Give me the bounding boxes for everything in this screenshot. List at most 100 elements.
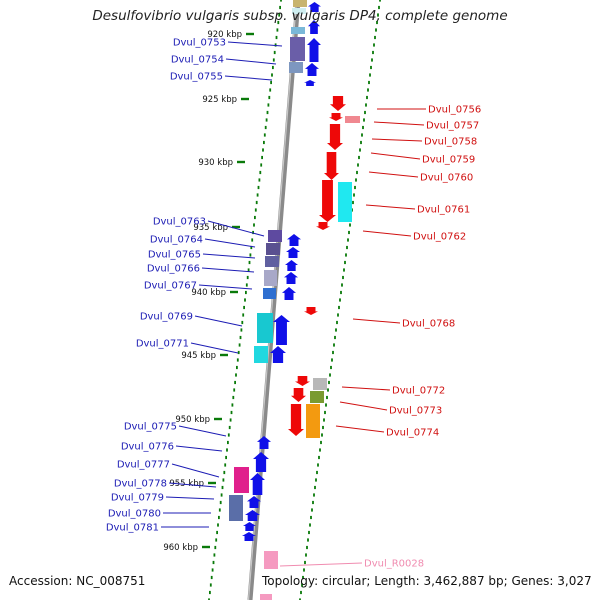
- gene-bar: [265, 256, 279, 267]
- outer-tick-dot: [343, 268, 345, 272]
- forward-gene-arrow: [250, 473, 265, 495]
- inner-tick-dot: [278, 13, 281, 17]
- outer-tick-dot: [359, 148, 361, 152]
- gene-bar: [229, 495, 243, 521]
- inner-tick-dot: [222, 478, 225, 482]
- forward-gene-arrow: [243, 522, 256, 531]
- forward-gene-arrow: [307, 38, 321, 62]
- reverse-gene-leader: [370, 152, 421, 160]
- inner-tick-dot: [241, 320, 244, 325]
- outer-tick-dot: [304, 560, 306, 565]
- inner-tick-dot: [252, 230, 254, 235]
- outer-tick-dot: [337, 313, 339, 317]
- reverse-gene-leader: [352, 318, 401, 324]
- forward-gene-label: Dvul_0776: [121, 442, 174, 453]
- outer-tick-dot: [339, 298, 341, 302]
- outer-tick-dot: [356, 170, 358, 175]
- inner-tick-dot: [274, 43, 277, 47]
- inner-tick-dot: [216, 530, 218, 535]
- inner-tick-dot: [221, 485, 224, 490]
- forward-gene-arrow: [257, 436, 271, 449]
- inner-tick-dot: [270, 80, 272, 85]
- reverse-gene-label: Dvul_0762: [413, 232, 466, 243]
- reverse-gene-leader: [373, 121, 425, 126]
- outer-tick-dot: [319, 448, 321, 452]
- reverse-gene-label: Dvul_0759: [422, 155, 475, 166]
- forward-gene-arrow: [270, 346, 286, 363]
- outer-tick-dot: [321, 433, 323, 437]
- forward-gene-leader: [194, 315, 243, 327]
- inner-tick-dot: [209, 583, 212, 587]
- reverse-gene-label: Dvul_0756: [428, 105, 481, 116]
- forward-gene-label: Dvul_0767: [144, 281, 197, 292]
- inner-tick-dot: [228, 425, 231, 430]
- outer-tick-dot: [376, 20, 378, 25]
- outer-tick-dot: [309, 523, 311, 527]
- inner-tick-dot: [235, 373, 237, 377]
- outer-tick-dot: [308, 530, 310, 535]
- reverse-gene-label: Dvul_0757: [426, 121, 479, 132]
- gene-bar: [266, 243, 280, 255]
- kbp-label: 935 kbp: [193, 223, 228, 233]
- inner-tick-dot: [237, 350, 240, 355]
- gene-bar: [310, 391, 324, 403]
- outer-tick-dot: [327, 388, 329, 392]
- inner-tick-dot: [227, 440, 229, 445]
- outer-tick-dot: [345, 253, 347, 257]
- outer-tick-dot: [366, 95, 368, 100]
- reverse-gene-label: Dvul_0761: [417, 205, 470, 216]
- inner-tick-dot: [265, 118, 268, 122]
- outer-tick-dot: [369, 73, 371, 77]
- gene-features: [229, 0, 360, 600]
- reverse-gene-leader: [335, 425, 385, 433]
- inner-tick-dot: [218, 515, 220, 520]
- outer-tick-dot: [307, 538, 309, 542]
- accession-text: Accession: NC_008751: [9, 574, 146, 588]
- forward-gene-arrow: [245, 510, 260, 521]
- kbp-tick: [237, 160, 245, 164]
- gene-bar: [254, 346, 268, 363]
- inner-tick-dot: [256, 193, 259, 197]
- outer-tick-dot: [348, 230, 350, 235]
- outer-tick-dot: [305, 553, 307, 557]
- inner-tick-dot: [214, 545, 217, 550]
- inner-tick-dot: [240, 328, 243, 332]
- inner-tick-dot: [245, 290, 247, 295]
- forward-gene-arrow: [305, 63, 319, 76]
- outer-tick-dot: [324, 410, 326, 415]
- outer-tick-dot: [349, 223, 351, 227]
- forward-gene-leader: [224, 75, 273, 81]
- outer-tick-dot: [344, 260, 346, 265]
- gene-labels: 920 kbp 925 kbp 930 kbp 935 kbp 940 kbp 945 k…: [106, 30, 481, 570]
- forward-gene-arrow: [282, 287, 296, 300]
- reverse-gene-arrow: [330, 96, 346, 111]
- outer-tick-dot: [374, 35, 376, 40]
- forward-gene-label: Dvul_0766: [147, 264, 200, 275]
- gene-bar: [263, 288, 276, 299]
- outer-tick-dot: [347, 238, 349, 242]
- reverse-gene-label: Dvul_0772: [392, 386, 445, 397]
- outer-tick-dot: [325, 403, 327, 407]
- inner-tick-dot: [209, 590, 211, 595]
- outer-tick-dot: [302, 575, 304, 580]
- outer-tick-dot: [329, 373, 331, 377]
- forward-gene-leader: [171, 463, 220, 478]
- forward-gene-arrow: [284, 272, 298, 284]
- outer-tick-dot: [300, 590, 302, 595]
- forward-gene-label: Dvul_0779: [111, 493, 164, 504]
- outer-tick-dot: [310, 515, 312, 520]
- outer-tick-dot: [358, 155, 360, 160]
- forward-gene-leader: [227, 41, 283, 47]
- inner-tick-dot: [267, 103, 270, 107]
- outer-tick-dot: [365, 103, 367, 107]
- inner-tick-dot: [210, 575, 213, 580]
- forward-gene-leader: [198, 284, 253, 290]
- outer-tick-dot: [373, 43, 375, 47]
- forward-gene-leader: [175, 445, 223, 452]
- reverse-gene-leader: [368, 171, 419, 178]
- reverse-gene-label: Dvul_0760: [420, 173, 473, 184]
- inner-tick-dot: [244, 298, 246, 302]
- inner-tick-dot: [261, 155, 263, 160]
- forward-gene-leader: [201, 267, 255, 273]
- inner-tick-dot: [272, 58, 275, 62]
